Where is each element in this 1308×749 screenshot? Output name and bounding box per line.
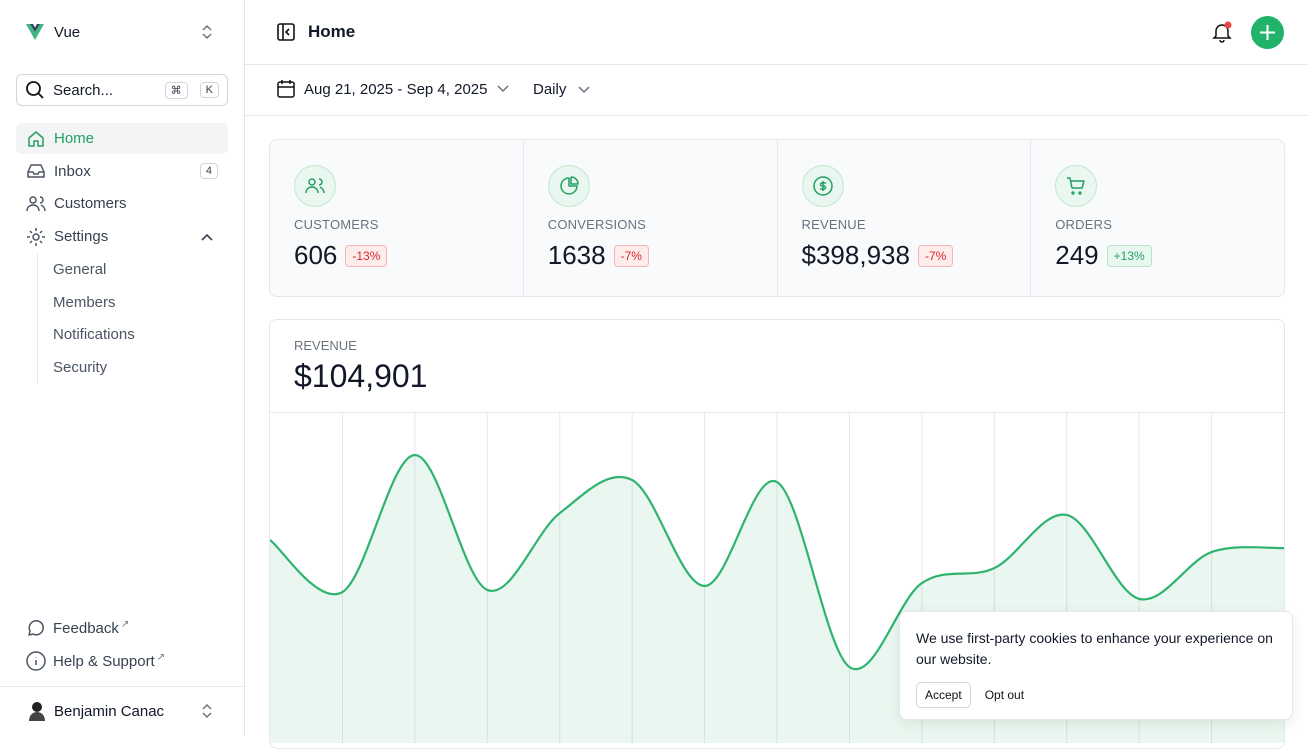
stat-value: $398,938 xyxy=(801,240,910,270)
stat-label: REVENUE xyxy=(801,217,866,232)
stat-value-row: 606 -13% xyxy=(294,240,388,271)
icon xyxy=(560,176,579,195)
date-picker[interactable]: Aug 21, 2025 - Sep 4, 2025 xyxy=(276,79,511,99)
stat-value-row: 249 +13% xyxy=(1055,240,1152,271)
stat-change: +13% xyxy=(1106,244,1152,267)
stat-card: CONVERSIONS 1638 -7% xyxy=(522,140,777,296)
icon xyxy=(27,164,45,178)
icon xyxy=(305,178,325,194)
chevrons xyxy=(202,24,212,40)
stat-label: CUSTOMERS xyxy=(294,217,379,232)
kbd: K xyxy=(199,82,219,98)
footer-label: Feedback xyxy=(53,619,119,637)
stat-value: 249 xyxy=(1055,240,1099,270)
sub-item[interactable]: Members xyxy=(53,293,116,311)
stat-value: 1638 xyxy=(547,240,606,270)
nav-label: Inbox xyxy=(54,162,91,180)
chevrons xyxy=(202,703,212,719)
chevron xyxy=(497,85,510,93)
stat-icon xyxy=(1055,165,1098,207)
icon xyxy=(26,651,46,671)
icon xyxy=(28,620,44,636)
stat-value-row: 1638 -7% xyxy=(548,240,649,271)
opt-out-button[interactable]: Opt out xyxy=(984,688,1025,702)
sidebar-toggle[interactable] xyxy=(277,23,295,41)
add-button[interactable] xyxy=(1251,16,1284,49)
stat-icon xyxy=(294,165,336,207)
page-title: Home xyxy=(308,22,356,41)
external-icon: ↗ xyxy=(120,618,130,630)
stat-value-row: $398,938 -7% xyxy=(802,240,954,271)
stat-icon xyxy=(547,165,590,207)
sidebar: Vue Search... ⌘ K Home Inbox 4 Customers Sett… xyxy=(0,0,245,736)
nav-item[interactable]: Home xyxy=(16,123,228,154)
stat-card: REVENUE $398,938 -7% xyxy=(776,140,1031,296)
sub-item[interactable]: Notifications xyxy=(53,326,135,344)
kbd: ⌘ xyxy=(164,81,188,99)
footer-link[interactable]: Help & Support ↗ xyxy=(26,651,165,671)
footer-link[interactable]: Feedback ↗ xyxy=(26,618,129,638)
divider xyxy=(270,412,1284,413)
nav-badge: 4 xyxy=(199,163,218,180)
icon xyxy=(812,176,833,196)
chevron xyxy=(578,85,590,93)
stat-change: -7% xyxy=(613,244,649,267)
accept-button[interactable]: Accept xyxy=(916,682,971,708)
external-icon: ↗ xyxy=(156,651,166,663)
cookie-banner: We use first-party cookies to enhance yo… xyxy=(899,611,1293,720)
line xyxy=(270,453,1284,671)
divider xyxy=(0,686,244,687)
stat-label: CONVERSIONS xyxy=(547,217,647,232)
revenue-total: $104,901 xyxy=(294,358,428,394)
header: Home xyxy=(245,0,1308,65)
nav-item[interactable]: Customers xyxy=(16,188,228,219)
nav-item[interactable]: Settings xyxy=(16,221,228,252)
nav-item[interactable]: Inbox 4 xyxy=(16,156,228,187)
user-menu[interactable]: Benjamin Canac xyxy=(28,701,164,721)
stat-value: 606 xyxy=(294,240,338,270)
toolbar: Aug 21, 2025 - Sep 4, 2025 Daily xyxy=(245,65,1308,116)
cookie-text: We use first-party cookies to enhance yo… xyxy=(916,630,1273,667)
calendar-icon xyxy=(277,80,295,98)
icon xyxy=(28,130,44,147)
stat-label: ORDERS xyxy=(1055,217,1113,232)
notifications[interactable] xyxy=(1211,21,1233,43)
sub-rule xyxy=(37,254,38,384)
search[interactable]: Search... ⌘ K xyxy=(16,74,228,106)
nav-label: Customers xyxy=(54,195,127,213)
nav-label: Settings xyxy=(54,228,109,246)
vue-logo xyxy=(26,24,44,40)
icon xyxy=(27,227,45,246)
stat-change: -7% xyxy=(917,244,954,267)
collapse-icon xyxy=(201,233,213,241)
date-range: Aug 21, 2025 - Sep 4, 2025 xyxy=(304,80,488,98)
icon xyxy=(26,196,46,211)
period: Daily xyxy=(533,81,567,98)
sub-item[interactable]: Security xyxy=(53,359,108,377)
sub-item[interactable]: General xyxy=(53,261,107,278)
stat-card: ORDERS 249 +13% xyxy=(1030,140,1284,296)
stat-change: -13% xyxy=(345,244,388,267)
avatar xyxy=(29,702,45,721)
team-name: Vue xyxy=(54,23,81,41)
user-name: Benjamin Canac xyxy=(54,702,165,720)
nav-label: Home xyxy=(54,130,95,147)
team-switcher[interactable]: Vue xyxy=(26,22,80,42)
search-placeholder: Search... xyxy=(53,81,114,99)
icon xyxy=(1067,177,1085,195)
search-icon xyxy=(26,81,44,99)
period-select[interactable]: Daily xyxy=(533,81,592,98)
stat-icon xyxy=(801,165,844,207)
stat-card: CUSTOMERS 606 -13% xyxy=(270,140,523,296)
revenue-label: REVENUE xyxy=(294,338,357,353)
stats: CUSTOMERS 606 -13% CONVERSIONS 1638 -7% REVENU… xyxy=(269,139,1285,297)
footer-label: Help & Support xyxy=(53,652,155,670)
